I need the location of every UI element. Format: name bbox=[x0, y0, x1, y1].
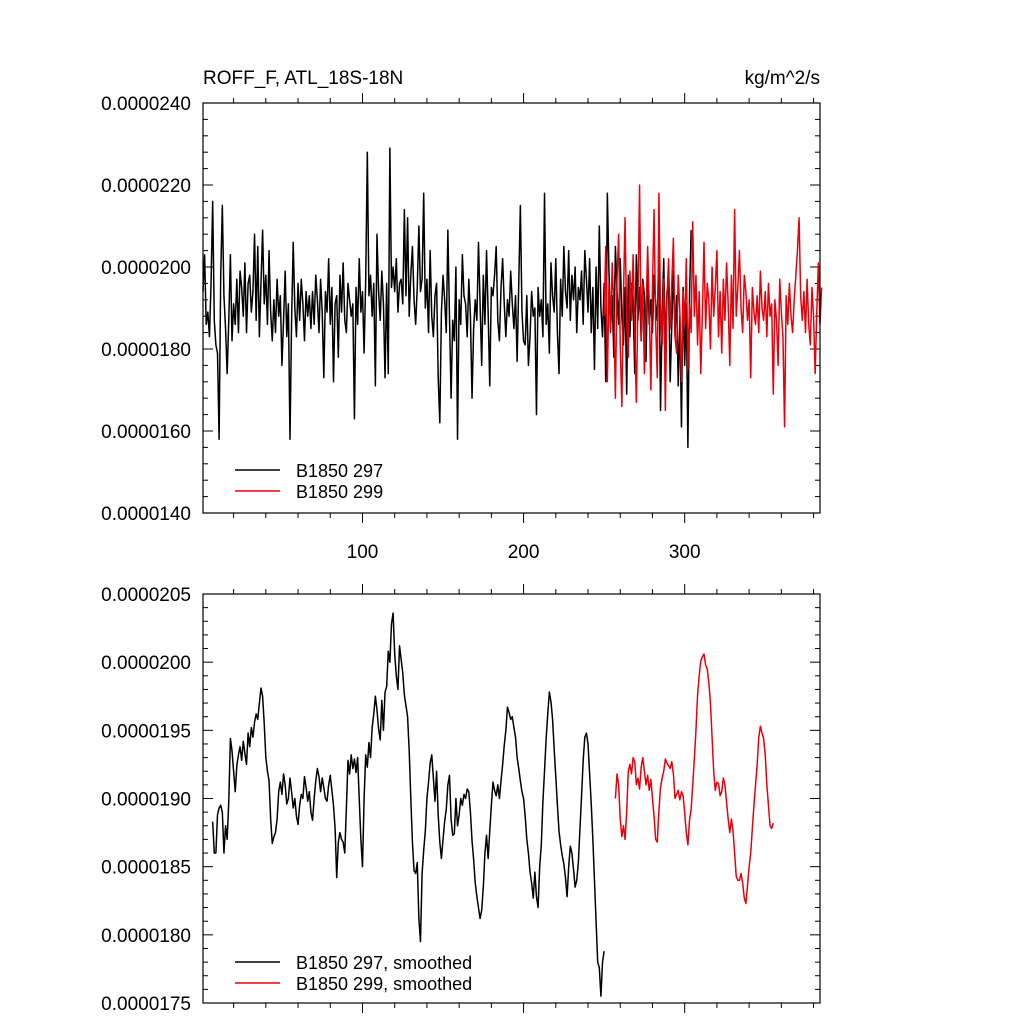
top-series-b1850-299 bbox=[603, 184, 823, 428]
bottom-y-tick-label: 0.0000195 bbox=[101, 721, 191, 742]
top-x-tick-label: 200 bbox=[508, 542, 540, 563]
top-x-tick-label: 100 bbox=[347, 542, 379, 563]
bottom-axes: 0.0000175 0.0000180 0.0000185 0.0000190 0.00… bbox=[101, 584, 820, 1015]
top-axes: 0.0000140 0.0000160 0.0000180 0.0000200 0.00… bbox=[101, 93, 820, 563]
bottom-y-tick-label: 0.0000200 bbox=[101, 653, 191, 674]
top-legend: B1850 297 B1850 299 bbox=[235, 461, 383, 502]
legend-label-b1850-297: B1850 297 bbox=[296, 461, 383, 481]
legend-label-b1850-299-smoothed: B1850 299, smoothed bbox=[296, 974, 472, 994]
top-series bbox=[202, 147, 823, 449]
bottom-y-tick-label: 0.0000180 bbox=[101, 926, 191, 947]
bottom-y-tick-label: 0.0000190 bbox=[101, 790, 191, 811]
top-panel: ROFF_F, ATL_18S-18N kg/m^2/s 0.00001400.… bbox=[101, 68, 823, 563]
legend-label-b1850-297-smoothed: B1850 297, smoothed bbox=[296, 953, 472, 973]
top-title: ROFF_F, ATL_18S-18N bbox=[203, 68, 403, 89]
top-plot-frame bbox=[202, 102, 821, 514]
bottom-y-tick-label: 0.0000205 bbox=[101, 585, 191, 606]
bottom-y-tick-label: 0.0000185 bbox=[101, 858, 191, 879]
bottom-series-b1850-299-smoothed bbox=[614, 653, 774, 905]
top-y-tick-label: 0.0000220 bbox=[101, 176, 191, 197]
top-y-tick-label: 0.0000180 bbox=[101, 340, 191, 361]
bottom-series bbox=[211, 612, 774, 997]
bottom-y-tick-label: 0.0000175 bbox=[101, 994, 191, 1015]
top-series-b1850-297 bbox=[202, 147, 692, 449]
top-x-tick-label: 300 bbox=[669, 542, 701, 563]
top-y-tick-label: 0.0000240 bbox=[101, 94, 191, 115]
top-y-tick-label: 0.0000140 bbox=[101, 504, 191, 525]
bottom-series-b1850-297-smoothed bbox=[211, 612, 605, 997]
top-units: kg/m^2/s bbox=[745, 68, 820, 89]
bottom-panel: 0.0000175 0.0000180 0.0000185 0.0000190 0.00… bbox=[101, 584, 821, 1015]
bottom-plot-frame bbox=[202, 593, 821, 1004]
top-y-tick-label: 0.0000200 bbox=[101, 258, 191, 279]
legend-label-b1850-299: B1850 299 bbox=[296, 482, 383, 502]
bottom-legend: B1850 297, smoothed B1850 299, smoothed bbox=[235, 953, 472, 994]
top-y-tick-label: 0.0000160 bbox=[101, 422, 191, 443]
